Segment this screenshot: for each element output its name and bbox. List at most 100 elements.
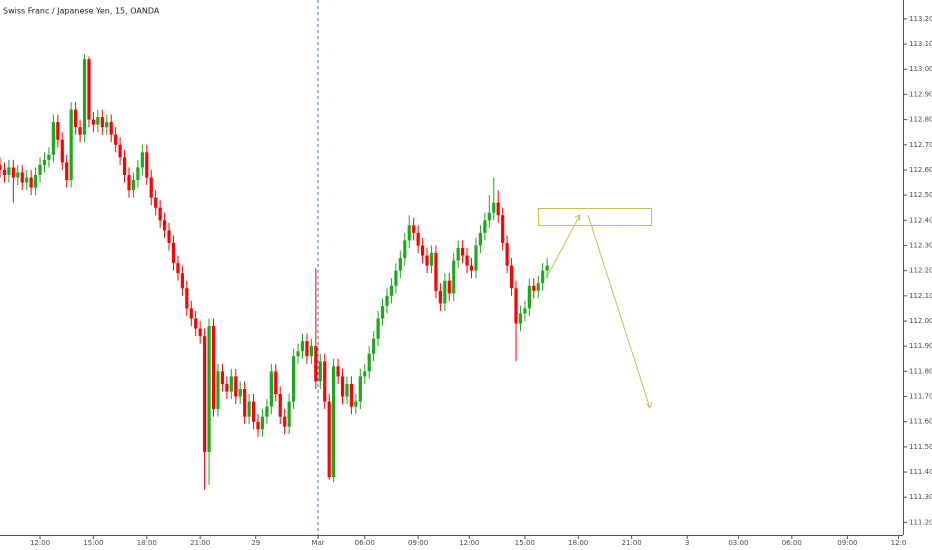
candle-body [336,366,340,377]
y-tick-label: 113.000 [909,65,932,73]
y-tick-label: 111.400 [909,468,932,476]
candle-body [416,232,420,246]
candle-body [158,207,162,221]
x-tick-label: 06:00 [355,539,375,547]
candle-body [269,371,273,407]
target-box [538,208,652,226]
candle-body [211,326,216,410]
candle-body [65,162,69,181]
candle-body [33,174,38,188]
y-tick-label: 113.100 [909,40,932,48]
candle-body [283,416,287,427]
candle-body [69,109,73,181]
candle-body [167,230,171,243]
arrow-down [587,214,653,410]
candle-body [469,265,474,271]
x-tick-label: Mar [311,539,324,547]
candle-body [287,401,291,427]
candle-body [278,394,282,417]
candle-body [220,371,225,384]
candle-body [91,119,96,125]
y-tick-label: 111.900 [909,342,932,350]
x-tick-label: 3 [685,539,689,547]
candle-body [501,215,505,243]
candle-body [114,134,118,145]
y-tick-label: 111.200 [909,518,932,526]
candle-body [327,401,331,478]
candle-body [300,341,305,352]
candle-body [532,285,536,291]
candle-body [87,59,91,120]
x-tick-label: 03:00 [728,539,748,547]
candle-body [29,177,33,188]
candle-body [47,154,51,160]
candle-body [105,122,109,128]
candle-body [527,285,531,309]
candle-body [247,401,251,417]
candle-body [314,346,318,382]
candle-body [234,376,238,397]
y-tick-label: 112.800 [909,116,932,124]
y-tick-label: 112.200 [909,267,932,275]
candle-body [189,308,193,319]
candle-body [541,270,545,284]
y-tick-label: 112.600 [909,166,932,174]
candle-body [509,265,514,289]
candle-body [354,401,358,407]
candle-body [318,361,322,382]
candle-body [363,371,367,377]
candle-body [149,177,153,198]
candle-body [238,388,242,397]
candle-body [171,242,176,264]
candle-body [465,255,469,266]
x-tick-label: 21:00 [190,539,210,547]
candle-body [429,253,434,266]
x-tick-label: 12:00 [459,539,479,547]
candle-body [118,144,122,158]
candle-body [523,308,527,314]
candle-body [407,225,411,241]
x-tick-label: 12:0 [891,539,907,547]
candle-body [256,421,260,430]
candle-body [136,167,140,181]
y-tick-label: 112.700 [909,141,932,149]
candle-body [194,318,198,329]
candle-body [96,117,100,125]
candle-body [162,220,167,231]
candle-body [140,152,144,168]
candle-body [367,353,371,372]
candle-body [100,117,104,128]
x-tick-label: 18:00 [137,539,157,547]
candle-body [145,152,149,178]
y-tick-label: 112.000 [909,317,932,325]
candle-body [2,169,7,175]
candle-body [127,174,131,191]
candle-body [82,59,87,135]
candle-body [398,258,402,271]
y-tick-label: 113.200 [909,15,932,23]
y-tick-label: 111.700 [909,393,932,401]
candle-body [474,245,478,271]
x-tick-label: 09:00 [408,539,428,547]
candle-body [438,290,442,304]
candle-body [332,366,336,478]
candle-body [20,172,24,183]
candle-body [185,288,189,309]
y-tick-label: 112.400 [909,216,932,224]
candle-body [0,164,2,170]
y-tick-label: 112.100 [909,292,932,300]
candle-body [403,240,407,259]
candle-body [7,167,11,175]
candle-body [483,220,487,233]
candle-body [11,167,15,178]
y-tick-label: 111.600 [909,418,932,426]
candle-body [274,371,278,395]
x-tick-label: 21:00 [622,539,642,547]
candle-body [203,336,207,452]
candle-body [25,177,29,183]
candle-body [131,180,136,191]
candle-body [296,351,300,357]
candle-body [376,318,380,339]
candle-body [434,253,438,291]
candle-body [514,288,518,324]
